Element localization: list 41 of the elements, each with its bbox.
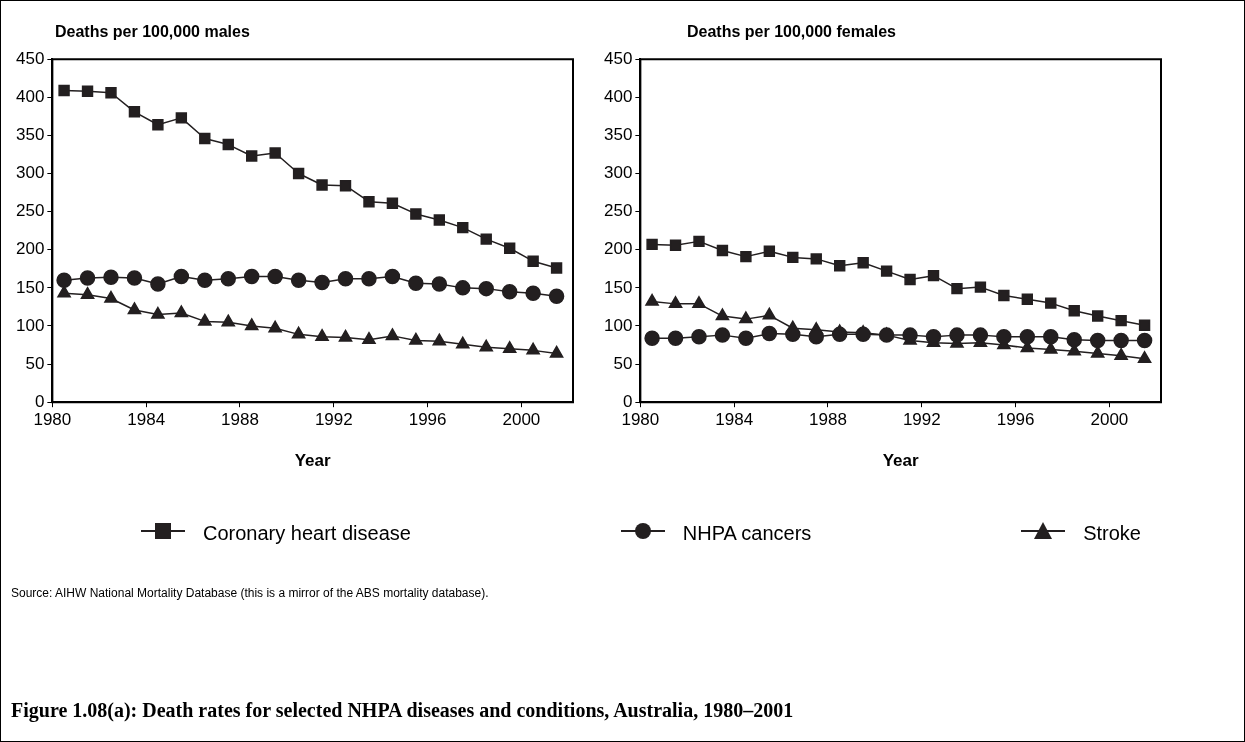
y-tick-label: 150	[15, 277, 45, 297]
y-tick-label: 100	[603, 315, 633, 335]
y-tick-label: 350	[15, 125, 45, 145]
x-tick-label: 2000	[502, 410, 541, 430]
x-tick-label: 1984	[127, 410, 166, 430]
y-tick-label: 200	[603, 239, 633, 259]
x-tick-label: 1992	[314, 410, 353, 430]
y-tick-label: 0	[622, 391, 633, 411]
x-tick-label: 1996	[408, 410, 447, 430]
y-tick-label: 350	[603, 125, 633, 145]
legend-label: NHPA cancers	[682, 522, 812, 545]
y-tick-label: 300	[603, 163, 633, 183]
x-tick-label: 1980	[33, 410, 72, 430]
x-axis-title: Year	[882, 451, 920, 471]
y-tick-label: 250	[603, 201, 633, 221]
y-tick-label: 400	[603, 87, 633, 106]
y-axis-title: Deaths per 100,000 males	[55, 23, 250, 41]
text: Figure 1.08(a): Death rates for selected NHPA diseases and conditions, Australia, 1980–2001	[11, 699, 794, 722]
x-tick-label: 1988	[809, 410, 847, 430]
y-tick-label: 50	[613, 353, 633, 373]
y-axis-title: Deaths per 100,000 females	[687, 23, 897, 41]
legend-label: Coronary heart disease	[203, 522, 411, 545]
y-tick-label: 100	[15, 315, 45, 335]
source-note: Source: AIHW National Mortality Database (this is a mirror of the ABS mortality database).	[11, 586, 489, 600]
y-tick-label: 50	[25, 353, 45, 373]
y-tick-label: 400	[15, 87, 45, 106]
x-tick-label: 1996	[996, 410, 1035, 430]
y-tick-label: 150	[603, 277, 633, 297]
x-tick-label: 1988	[221, 410, 259, 430]
x-tick-label: 1984	[715, 410, 754, 430]
y-tick-label: 0	[34, 391, 45, 411]
x-axis-title: Year	[294, 451, 332, 471]
y-tick-label: 450	[603, 48, 633, 68]
x-tick-label: 1980	[621, 410, 660, 430]
x-tick-label: 1992	[902, 410, 941, 430]
y-tick-label: 200	[15, 239, 45, 259]
y-tick-label: 450	[15, 48, 45, 68]
legend-label: Stroke	[1083, 522, 1141, 545]
y-tick-label: 250	[15, 201, 45, 221]
y-tick-label: 300	[15, 163, 45, 183]
x-tick-label: 2000	[1090, 410, 1129, 430]
